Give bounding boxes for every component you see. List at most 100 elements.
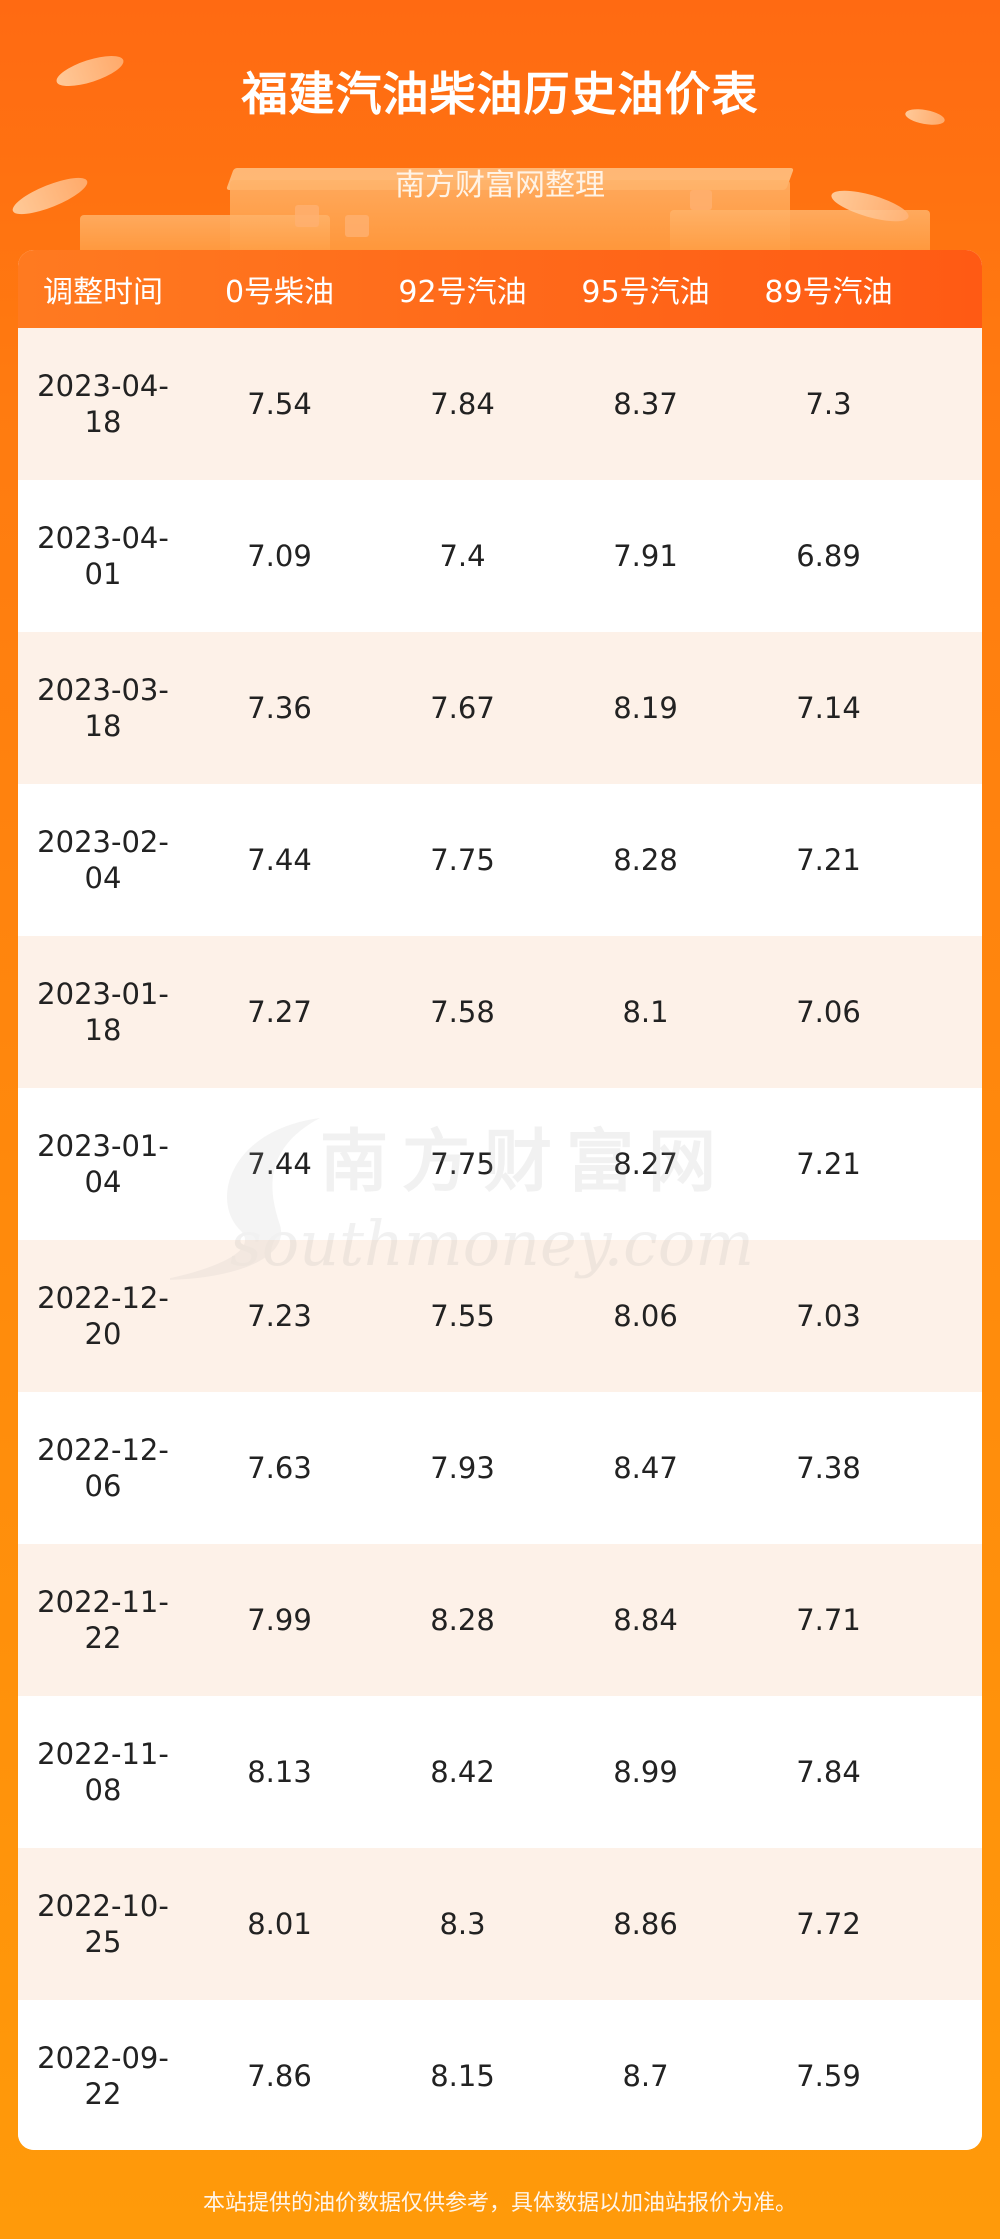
date-cell: 2023-04- 01 (18, 520, 188, 592)
header-date: 调整时间 (43, 275, 163, 310)
price-cell: 8.7 (622, 2059, 669, 2093)
header-diesel-0: 0号柴油 (224, 275, 335, 310)
date-part: 04 (84, 861, 122, 895)
date-part: 18 (84, 709, 122, 743)
date-cell: 2023-04- 18 (18, 368, 188, 440)
price-cell: 7.27 (247, 995, 312, 1029)
table-row: 2023-01- 18 7.27 7.58 8.1 7.06 (18, 936, 982, 1088)
decor-cube (295, 205, 319, 227)
date-part: 22 (84, 2077, 122, 2111)
date-part: 25 (84, 1925, 122, 1959)
decor-cube (690, 190, 712, 210)
price-cell: 7.58 (430, 995, 495, 1029)
date-cell: 2023-03- 18 (18, 672, 188, 744)
table-row: 2023-02- 04 7.44 7.75 8.28 7.21 (18, 784, 982, 936)
date-part: 2022-11- (37, 1737, 169, 1771)
table-row: 2022-10- 25 8.01 8.3 8.86 7.72 (18, 1848, 982, 2000)
header-gasoline-92: 92号汽油 (398, 275, 527, 310)
price-cell: 7.86 (247, 2059, 312, 2093)
table-row: 2023-04- 01 7.09 7.4 7.91 6.89 (18, 480, 982, 632)
price-cell: 8.99 (613, 1755, 678, 1789)
table-row: 2022-11- 22 7.99 8.28 8.84 7.71 (18, 1544, 982, 1696)
header-gasoline-89: 89号汽油 (764, 275, 893, 310)
date-cell: 2023-02- 04 (18, 824, 188, 896)
price-cell: 7.44 (247, 1147, 312, 1181)
date-part: 18 (84, 405, 122, 439)
date-cell: 2022-11- 22 (18, 1584, 188, 1656)
price-cell: 7.54 (247, 387, 312, 421)
price-cell: 7.91 (613, 539, 678, 573)
footer-disclaimer: 本站提供的油价数据仅供参考，具体数据以加油站报价为准。 (202, 2191, 797, 2216)
date-cell: 2022-12- 20 (18, 1280, 188, 1352)
price-cell: 7.71 (796, 1603, 861, 1637)
price-cell: 7.67 (430, 691, 495, 725)
price-cell: 7.21 (796, 1147, 861, 1181)
price-cell: 8.47 (613, 1451, 678, 1485)
price-cell: 7.75 (430, 843, 495, 877)
date-part: 08 (84, 1773, 122, 1807)
price-cell: 8.84 (613, 1603, 678, 1637)
table-header: 调整时间 0号柴油 92号汽油 95号汽油 89号汽油 (18, 250, 982, 328)
price-cell: 6.89 (796, 539, 861, 573)
price-cell: 7.93 (430, 1451, 495, 1485)
price-cell: 8.1 (622, 995, 669, 1029)
table-row: 2022-11- 08 8.13 8.42 8.99 7.84 (18, 1696, 982, 1848)
price-cell: 8.42 (430, 1755, 495, 1789)
price-cell: 8.06 (613, 1299, 678, 1333)
price-cell: 7.99 (247, 1603, 312, 1637)
price-cell: 8.37 (613, 387, 678, 421)
price-cell: 7.38 (796, 1451, 861, 1485)
date-part: 2023-04- (37, 369, 169, 403)
date-cell: 2022-11- 08 (18, 1736, 188, 1808)
date-part: 2022-11- (37, 1585, 169, 1619)
page-subtitle: 南方财富网整理 (395, 168, 605, 203)
date-cell: 2022-10- 25 (18, 1888, 188, 1960)
date-part: 20 (84, 1317, 122, 1351)
date-part: 2023-03- (37, 673, 169, 707)
date-part: 2023-04- (37, 521, 169, 555)
price-cell: 8.28 (430, 1603, 495, 1637)
date-part: 04 (84, 1165, 122, 1199)
table-row: 2022-09- 22 7.86 8.15 8.7 7.59 (18, 2000, 982, 2150)
date-cell: 2023-01- 04 (18, 1128, 188, 1200)
header-gasoline-95: 95号汽油 (581, 275, 710, 310)
price-cell: 7.59 (796, 2059, 861, 2093)
price-cell: 8.01 (247, 1907, 312, 1941)
date-cell: 2023-01- 18 (18, 976, 188, 1048)
price-cell: 7.09 (247, 539, 312, 573)
date-part: 01 (84, 557, 122, 591)
price-cell: 8.13 (247, 1755, 312, 1789)
price-cell: 8.28 (613, 843, 678, 877)
price-cell: 8.27 (613, 1147, 678, 1181)
date-part: 2023-01- (37, 977, 169, 1011)
price-cell: 7.75 (430, 1147, 495, 1181)
price-cell: 7.03 (796, 1299, 861, 1333)
date-cell: 2022-09- 22 (18, 2040, 188, 2112)
header-banner: 福建汽油柴油历史油价表 南方财富网整理 (0, 0, 1000, 260)
date-part: 18 (84, 1013, 122, 1047)
price-cell: 7.14 (796, 691, 861, 725)
date-part: 2022-12- (37, 1433, 169, 1467)
date-part: 22 (84, 1621, 122, 1655)
price-cell: 7.06 (796, 995, 861, 1029)
date-part: 2022-09- (37, 2041, 169, 2075)
table-row: 2023-04- 18 7.54 7.84 8.37 7.3 (18, 328, 982, 480)
price-cell: 7.84 (430, 387, 495, 421)
price-cell: 7.36 (247, 691, 312, 725)
date-part: 2022-10- (37, 1889, 169, 1923)
price-table: 调整时间 0号柴油 92号汽油 95号汽油 89号汽油 2023-04- 18 7… (18, 250, 982, 2150)
price-cell: 8.3 (439, 1907, 486, 1941)
price-cell: 7.72 (796, 1907, 861, 1941)
date-cell: 2022-12- 06 (18, 1432, 188, 1504)
price-cell: 7.55 (430, 1299, 495, 1333)
price-cell: 7.44 (247, 843, 312, 877)
table-body: 2023-04- 18 7.54 7.84 8.37 7.3 2023-04- 01… (18, 328, 982, 2150)
price-cell: 7.21 (796, 843, 861, 877)
price-cell: 7.84 (796, 1755, 861, 1789)
price-cell: 8.15 (430, 2059, 495, 2093)
table-row: 2023-01- 04 7.44 7.75 8.27 7.21 (18, 1088, 982, 1240)
price-cell: 8.19 (613, 691, 678, 725)
price-cell: 7.3 (805, 387, 852, 421)
table-row: 2022-12- 20 7.23 7.55 8.06 7.03 (18, 1240, 982, 1392)
date-part: 2023-02- (37, 825, 169, 859)
